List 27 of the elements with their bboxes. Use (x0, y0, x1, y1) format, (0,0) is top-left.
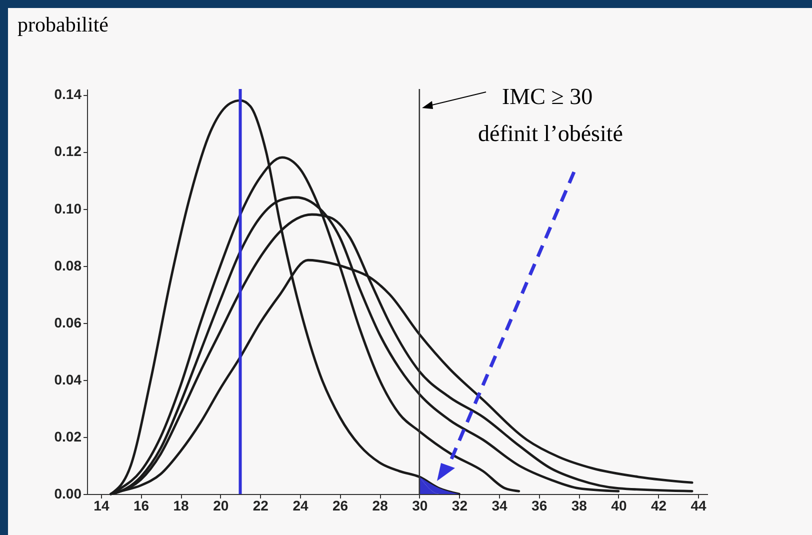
y-tick-label: 0.14 (54, 86, 82, 102)
annotation: définit l’obésité (478, 121, 623, 147)
y-axis-title: probabilité (18, 12, 108, 36)
x-tick-label: 26 (332, 498, 348, 514)
x-tick-label: 30 (412, 498, 428, 514)
x-tick-label: 44 (690, 498, 707, 514)
y-tick-label: 0.06 (54, 314, 82, 330)
y-tick-label: 0.08 (54, 257, 82, 274)
x-tick-label: 38 (571, 498, 588, 514)
x-tick-label: 14 (94, 498, 110, 514)
x-tick-label: 32 (452, 498, 468, 514)
x-tick-label: 36 (532, 498, 548, 514)
x-tick-label: 18 (173, 498, 190, 514)
y-tick-label: 0.02 (54, 428, 82, 444)
y-tick-label: 0.00 (54, 486, 82, 502)
x-tick-label: 34 (492, 498, 508, 514)
x-tick-label: 16 (133, 498, 150, 514)
x-tick-label: 40 (611, 498, 627, 514)
y-tick-label: 0.10 (54, 200, 82, 216)
annotation: IMC ≥ 30 (502, 84, 593, 110)
y-tick-label: 0.12 (54, 143, 82, 160)
y-tick-label: 0.04 (54, 371, 82, 388)
x-tick-label: 24 (292, 498, 308, 514)
x-tick-label: 28 (372, 498, 388, 514)
x-tick-label: 22 (252, 498, 269, 514)
x-tick-label: 42 (650, 498, 667, 514)
x-tick-label: 20 (213, 498, 229, 514)
